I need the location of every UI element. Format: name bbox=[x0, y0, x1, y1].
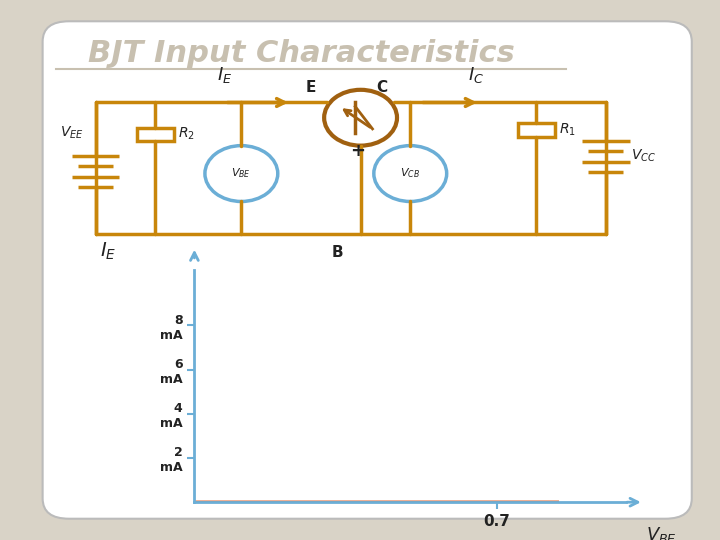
Text: $R_2$: $R_2$ bbox=[179, 126, 195, 142]
Text: B: B bbox=[332, 245, 343, 260]
Text: $V_{CC}$: $V_{CC}$ bbox=[631, 148, 656, 165]
Text: $V_{BE}$: $V_{BE}$ bbox=[646, 525, 676, 540]
Text: $V_{CB}$: $V_{CB}$ bbox=[400, 167, 420, 180]
Bar bbox=[137, 128, 174, 140]
Text: $R_1$: $R_1$ bbox=[559, 122, 576, 138]
Text: $V_{BE}$: $V_{BE}$ bbox=[231, 167, 251, 180]
Text: BJT Input Characteristics: BJT Input Characteristics bbox=[88, 39, 514, 68]
Text: $V_{EE}$: $V_{EE}$ bbox=[60, 125, 84, 141]
Text: +: + bbox=[350, 141, 365, 160]
FancyBboxPatch shape bbox=[42, 21, 692, 519]
Text: C: C bbox=[377, 80, 387, 94]
Text: $I_C$: $I_C$ bbox=[469, 65, 485, 85]
Text: $I_E$: $I_E$ bbox=[217, 65, 233, 85]
Bar bbox=[518, 123, 554, 137]
Text: E: E bbox=[306, 80, 316, 94]
Text: $I_E$: $I_E$ bbox=[100, 241, 116, 262]
